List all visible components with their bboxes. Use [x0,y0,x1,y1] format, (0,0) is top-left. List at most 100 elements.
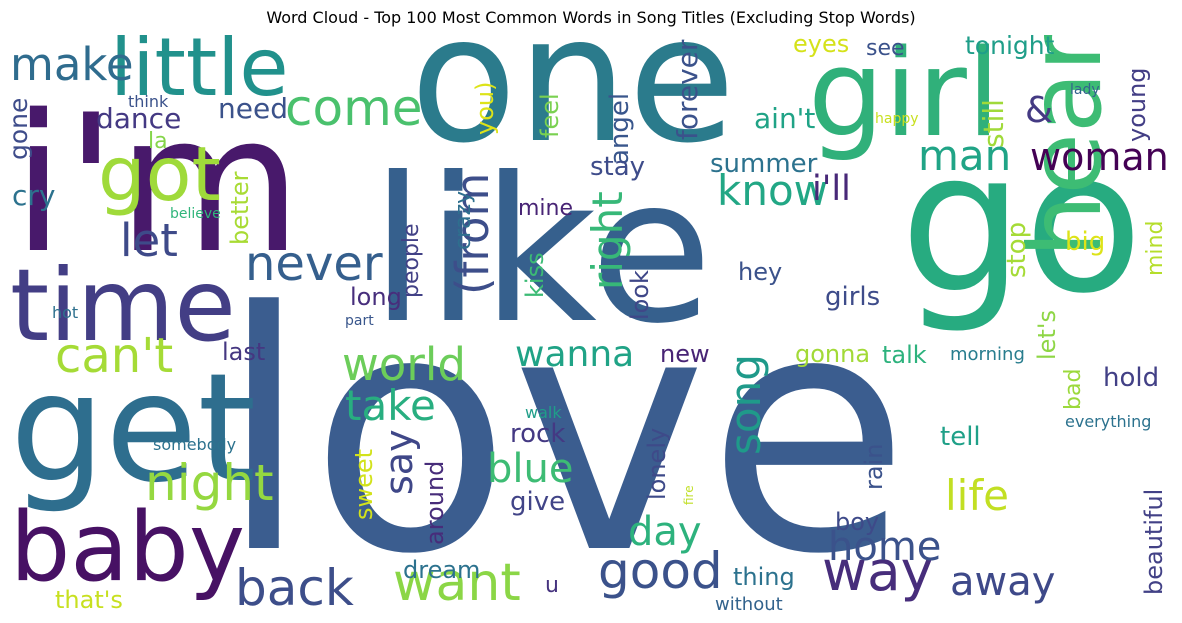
word-give: give [510,487,565,517]
word-everything: everything [1065,412,1151,431]
word-without: without [715,594,783,615]
word-heart: heart [1007,35,1124,258]
word-bad: bad [1061,369,1086,410]
word-hot: hot [52,303,78,322]
word-somebody: somebody [153,435,236,454]
word-stop: stop [1002,222,1032,278]
word-rain: rain [860,444,888,490]
word-ill: i'll [812,169,851,209]
word-time: time [12,247,236,364]
word-need: need [218,92,288,125]
word-from: (from [446,173,499,295]
word-long: long [350,283,402,311]
word-right: right [583,191,632,290]
word-gonna: gonna [795,340,870,368]
word-baby: baby [12,493,245,603]
word-like: like [370,135,713,368]
word-lets: let's [1033,310,1061,360]
word-go: go [900,109,1143,336]
word-part: part [345,313,374,329]
word-cant: can't [55,328,173,384]
chart-title: Word Cloud - Top 100 Most Common Words i… [266,8,916,27]
word-stay: stay [590,152,645,182]
word-mind: mind [1143,221,1168,276]
word-got: got [98,130,221,218]
word-summer: summer [710,149,818,179]
word-talk: talk [882,341,927,369]
word-never: never [245,236,383,292]
word-beautiful: beautiful [1140,489,1168,595]
word-better: better [226,171,254,245]
word-big: big [1065,227,1105,257]
word-way: way [822,539,933,603]
word-tell: tell [940,422,981,452]
word-believe: believe [170,206,221,222]
word-hey: hey [738,258,782,286]
word-blue: blue [487,446,573,492]
word-eyes: eyes [793,35,849,58]
word-want: want [393,553,521,613]
word-see: see [866,36,905,61]
word-forever: forever [671,39,704,140]
word-: & [1025,90,1053,131]
word-new: new [660,340,710,368]
word-take: take [345,381,436,430]
word-angel: angel [605,93,635,165]
word-woman: woman [1030,135,1169,179]
word-kiss: kiss [521,252,549,298]
word-cry: cry [12,179,55,212]
word-know: know [717,166,828,215]
word-think: think [128,92,169,111]
word-hold: hold [1103,363,1159,393]
word-young: young [1123,67,1151,142]
word-make: make [12,38,134,91]
word-girls: girls [825,282,880,312]
word-girl: girl [808,35,1000,164]
word-look: look [626,270,654,320]
word-last: last [222,338,265,366]
word-thats: that's [55,586,123,614]
word-fire: fire [682,485,696,505]
word-man: man [918,131,1011,180]
word-gone: gone [12,98,33,160]
word-world: world [342,338,466,391]
word-get: get [12,342,256,516]
word-say: say [377,429,421,495]
word-back: back [235,559,354,617]
word-away: away [950,559,1055,605]
word-dream: dream [403,556,480,584]
word-love: love [218,242,910,620]
word-mine: mine [518,196,573,221]
word-im: i'm [12,74,302,295]
word-home: home [828,524,941,570]
word-feel: feel [536,93,564,138]
word-morning: morning [950,344,1025,365]
word-let: let [120,214,178,267]
word-la: la [148,129,168,154]
word-song: song [721,354,770,455]
word-one: one [410,35,736,182]
word-around: around [421,461,449,545]
word-lady: lady [1070,82,1100,98]
word-people: people [399,223,424,298]
word-day: day [628,509,702,555]
word-sweet: sweet [350,449,378,520]
word-u: u [545,573,559,598]
word-good: good [598,542,723,600]
word-little: little [110,35,289,114]
word-boy: boy [835,508,879,536]
word-thing: thing [733,563,795,591]
word-crazy: crazy [451,191,476,250]
word-wanna: wanna [515,334,634,375]
word-lonely: lonely [643,428,671,500]
word-cloud: love one i'm like go get girl little time heart ba… [12,35,1169,620]
word-you: you) [471,82,499,135]
word-dance: dance [96,102,181,135]
word-happy: happy [875,111,919,127]
word-come: come [285,79,423,137]
word-aint: ain't [754,102,815,135]
word-life: life [945,471,1009,520]
word-walk: walk [525,403,562,422]
word-rock: rock [510,419,565,449]
word-still: still [977,99,1010,148]
